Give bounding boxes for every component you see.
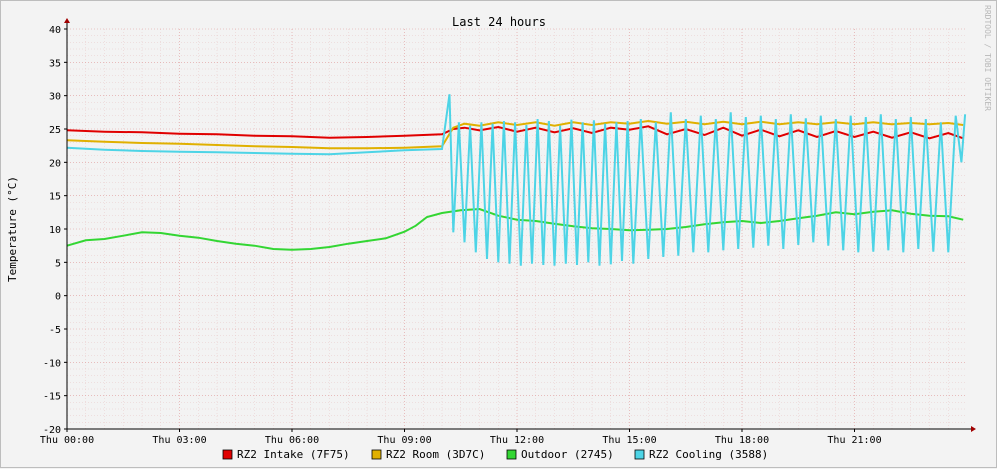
series-line-2 — [66, 119, 964, 150]
x-tick-label: Thu 15:00 — [602, 435, 656, 446]
series-line-4 — [66, 94, 967, 266]
x-tick-label: Thu 21:00 — [827, 435, 881, 446]
x-tick-label: Thu 12:00 — [490, 435, 544, 446]
y-axis-arrow — [64, 18, 70, 23]
minor-grid — [67, 29, 967, 429]
legend-swatch — [222, 449, 233, 460]
series-line-1 — [66, 125, 964, 140]
x-tick-label: Thu 03:00 — [152, 435, 206, 446]
y-tick-label: 40 — [49, 25, 61, 36]
x-tick-label: Thu 06:00 — [265, 435, 319, 446]
y-tick-label: -15 — [43, 392, 61, 403]
y-tick-label: -20 — [43, 425, 61, 436]
legend-label: RZ2 Intake (7F75) — [237, 448, 350, 461]
legend-swatch — [634, 449, 645, 460]
y-tick-label: 5 — [55, 258, 61, 269]
series-layer — [66, 94, 967, 266]
x-axis-arrow — [971, 426, 976, 432]
chart-title: Last 24 hours — [452, 15, 546, 29]
x-tick-label: Thu 00:00 — [40, 435, 94, 446]
watermark: RRDTOOL / TOBI OETIKER — [983, 5, 992, 111]
y-tick-label: 10 — [49, 225, 61, 236]
x-tick-label: Thu 09:00 — [377, 435, 431, 446]
y-tick-label: -10 — [43, 358, 61, 369]
legend-label: RZ2 Cooling (3588) — [649, 448, 768, 461]
major-grid — [64, 28, 967, 432]
x-tick-labels: Thu 00:00 Thu 03:00 Thu 06:00 Thu 09:00 Thu … — [40, 435, 882, 446]
y-tick-label: 20 — [49, 158, 61, 169]
y-tick-label: 35 — [49, 58, 61, 69]
y-tick-label: 0 — [55, 292, 61, 303]
legend-swatch — [506, 449, 517, 460]
y-axis-label: Temperature (°C) — [6, 176, 19, 282]
y-tick-labels: 40 35 30 25 20 15 10 5 0 -5 -10 -15 -20 — [43, 25, 61, 436]
y-tick-label: 30 — [49, 92, 61, 103]
legend-label: Outdoor (2745) — [521, 448, 614, 461]
y-tick-label: -5 — [49, 325, 61, 336]
y-tick-label: 25 — [49, 125, 61, 136]
axes — [64, 18, 976, 432]
x-tick-label: Thu 18:00 — [715, 435, 769, 446]
legend: RZ2 Intake (7F75) RZ2 Room (3D7C) Outdoor … — [222, 448, 768, 461]
legend-label: RZ2 Room (3D7C) — [386, 448, 485, 461]
legend-swatch — [371, 449, 382, 460]
y-tick-label: 15 — [49, 192, 61, 203]
